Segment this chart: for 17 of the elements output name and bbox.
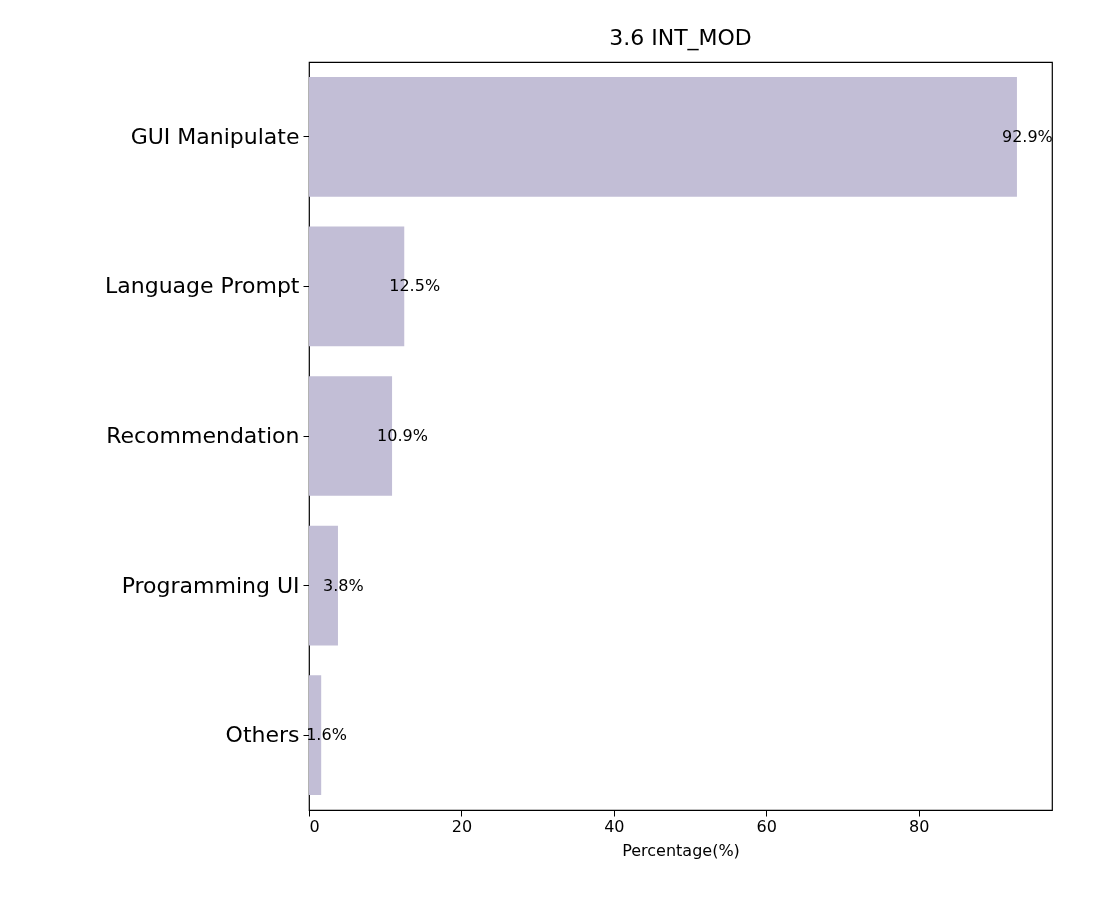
y-tick-label: Programming UI	[121, 572, 300, 598]
y-tick-label: Language Prompt	[105, 273, 300, 299]
x-tick-label: 40	[604, 816, 625, 836]
y-tick-label: Recommendation	[106, 423, 300, 448]
x-tick-label: 60	[756, 816, 777, 836]
data-label: 92.9%	[1001, 126, 1053, 146]
data-label: 1.6%	[306, 725, 347, 745]
x-tick-label: 0	[309, 816, 320, 836]
y-tick-label: Others	[225, 722, 300, 748]
data-label: 12.5%	[389, 276, 441, 296]
chart-title: 3.6 INT_MOD	[609, 25, 752, 51]
y-tick-label: GUI Manipulate	[130, 123, 300, 149]
data-label: 3.8%	[322, 575, 364, 595]
x-tick-label: 20	[451, 816, 473, 836]
x-axis-title: Percentage(%)	[622, 840, 740, 860]
x-tick-label: 80	[908, 816, 930, 836]
data-label: 10.9%	[377, 426, 428, 445]
